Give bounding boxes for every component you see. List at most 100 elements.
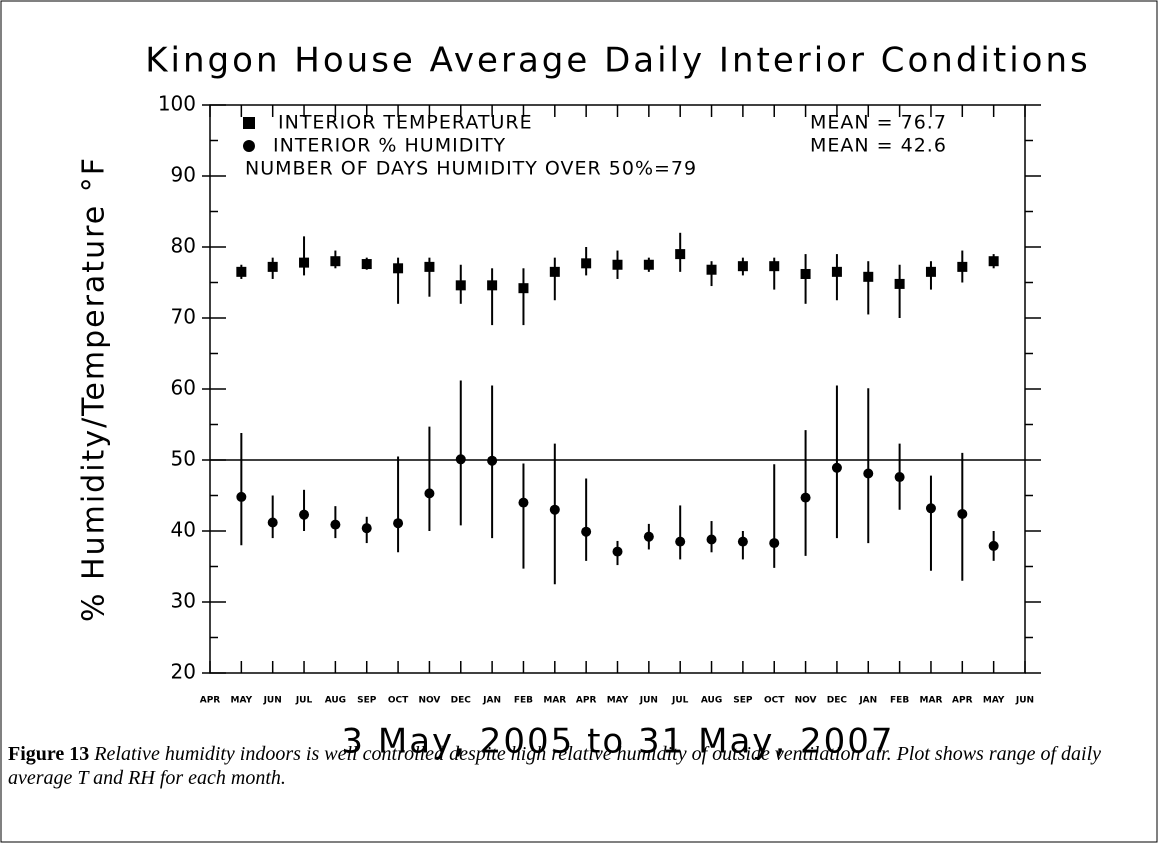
x-tick-label: JUL [671,696,689,706]
marker [612,546,623,557]
x-tick-label: JUN [639,696,658,706]
x-tick-label: NOV [418,696,440,706]
y-tick-label: 60 [171,376,196,400]
marker [800,268,811,279]
x-tick-label: AUG [325,696,346,706]
marker [455,454,466,465]
x-tick-label: DEC [451,696,472,706]
chart-title: Kingon House Average Daily Interior Cond… [145,41,1090,81]
marker [988,256,999,267]
x-tick-label: MAY [607,696,629,706]
marker [957,508,968,519]
x-tick-label: JUN [263,696,282,706]
legend-label: INTERIOR TEMPERATURE [278,112,533,134]
x-tick-label: JUL [295,696,313,706]
x-tick-label: JAN [482,696,501,706]
marker [299,509,310,520]
legend-marker [243,117,255,129]
legend-label: INTERIOR % HUMIDITY [273,135,506,157]
marker [581,526,592,537]
marker [863,271,874,282]
marker [236,266,247,277]
marker [612,259,623,270]
marker [267,517,278,528]
legend-mean: MEAN = 42.6 [810,135,947,157]
caption: Figure 13 Relative humidity indoors is w… [8,742,1128,790]
marker [518,283,529,294]
y-tick-label: 30 [171,589,196,613]
marker [487,280,498,291]
y-tick-label: 40 [171,518,196,542]
legend-marker [243,140,255,152]
marker [518,497,529,508]
marker [487,455,498,466]
x-tick-label: MAR [543,696,566,706]
y-tick-label: 80 [171,234,196,258]
marker [737,261,748,272]
marker [330,256,341,267]
marker [549,504,560,515]
x-tick-label: APR [200,696,221,706]
caption-text: Relative humidity indoors is well contro… [8,743,1102,789]
marker [361,523,372,534]
marker [455,280,466,291]
marker [957,261,968,272]
marker [424,488,435,499]
marker [393,518,404,529]
marker [894,278,905,289]
y-axis-label: % Humidity/Temperature °F [77,156,112,622]
x-tick-label: JAN [858,696,877,706]
marker [643,531,654,542]
marker [925,266,936,277]
marker [706,264,717,275]
annotation: NUMBER OF DAYS HUMIDITY OVER 50%=79 [245,158,697,180]
x-tick-label: APR [576,696,597,706]
marker [675,249,686,260]
x-tick-label: JUN [1015,696,1034,706]
x-tick-label: FEB [890,696,909,706]
x-tick-label: MAY [983,696,1005,706]
marker [581,258,592,269]
marker [675,536,686,547]
y-tick-label: 20 [171,660,196,684]
marker [236,491,247,502]
y-tick-label: 100 [158,92,196,116]
marker [988,540,999,551]
caption-label: Figure 13 [8,743,90,765]
marker [643,259,654,270]
marker [737,536,748,547]
marker [831,462,842,473]
y-tick-label: 90 [171,163,196,187]
y-tick-label: 50 [171,447,196,471]
marker [706,534,717,545]
x-tick-label: MAY [231,696,253,706]
marker [361,259,372,270]
marker [925,503,936,514]
marker [769,261,780,272]
plot-frame [209,104,1026,674]
y-tick-label: 70 [171,305,196,329]
x-tick-label: OCT [764,696,785,706]
marker [863,468,874,479]
marker [267,261,278,272]
x-tick-label: AUG [701,696,722,706]
marker [894,472,905,483]
marker [831,266,842,277]
legend-mean: MEAN = 76.7 [810,112,947,134]
x-tick-label: SEP [357,696,377,706]
x-tick-label: APR [952,696,973,706]
x-tick-label: OCT [388,696,409,706]
marker [299,257,310,268]
x-axis-label: 3 May, 2005 to 31 May, 2007 [341,722,894,762]
x-tick-label: NOV [795,696,817,706]
marker [549,266,560,277]
x-tick-label: DEC [827,696,848,706]
marker [393,263,404,274]
marker [330,519,341,530]
x-tick-label: SEP [733,696,753,706]
x-tick-label: MAR [920,696,943,706]
x-tick-label: FEB [514,696,533,706]
